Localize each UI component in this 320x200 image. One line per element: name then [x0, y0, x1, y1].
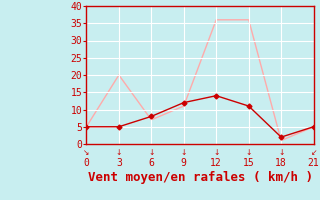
- Text: ↙: ↙: [310, 148, 317, 157]
- X-axis label: Vent moyen/en rafales ( km/h ): Vent moyen/en rafales ( km/h ): [87, 171, 313, 184]
- Text: ↓: ↓: [180, 148, 187, 157]
- Text: ↓: ↓: [245, 148, 252, 157]
- Text: ↓: ↓: [116, 148, 122, 157]
- Text: ↘: ↘: [83, 148, 90, 157]
- Text: ↓: ↓: [148, 148, 155, 157]
- Text: ↓: ↓: [278, 148, 284, 157]
- Text: ↓: ↓: [213, 148, 220, 157]
